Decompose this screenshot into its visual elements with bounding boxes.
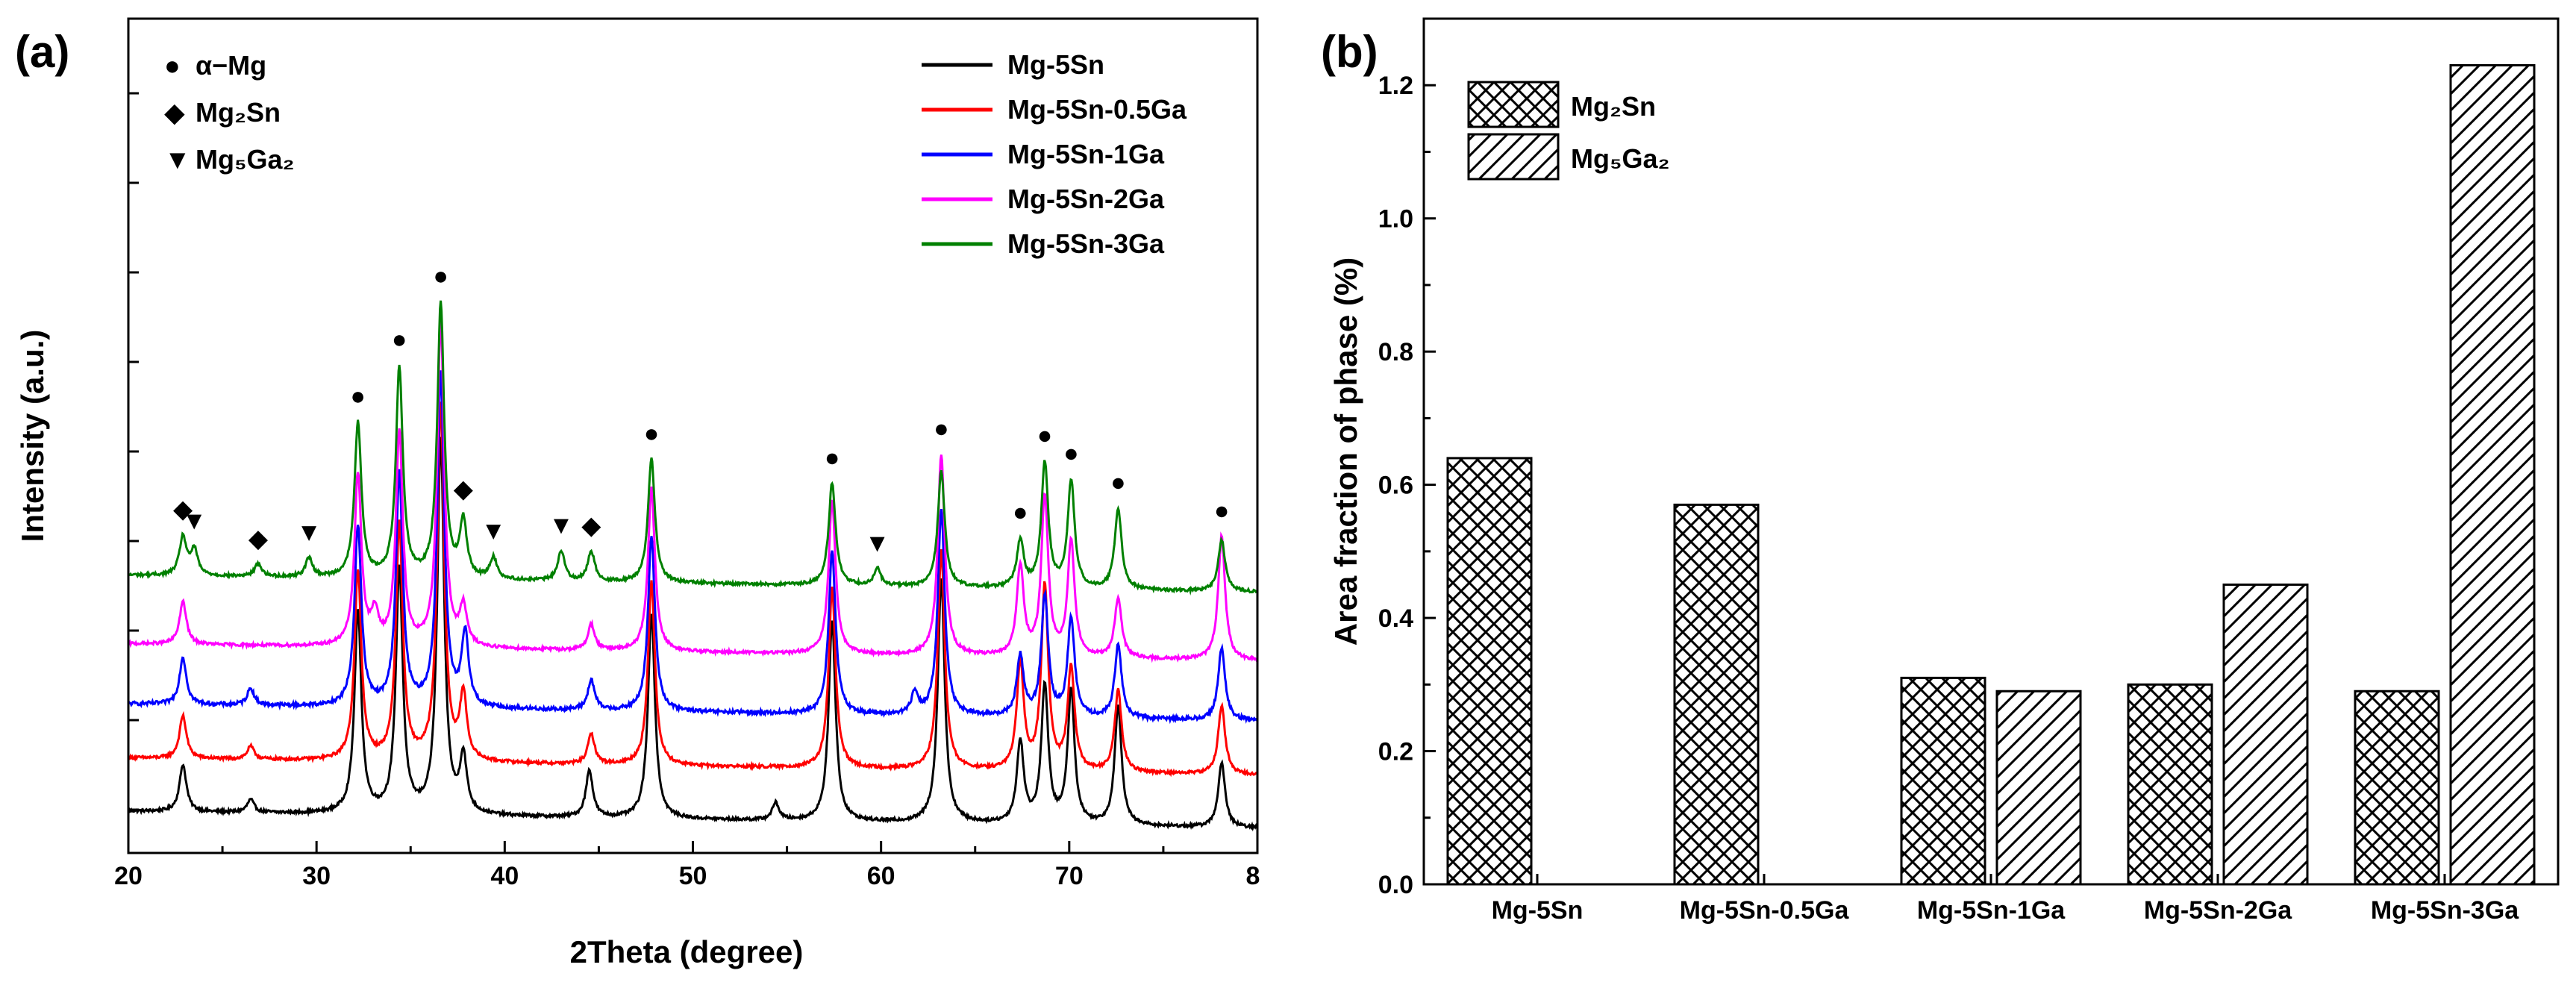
x-tick-label: 40 xyxy=(490,862,519,890)
series-legend: Mg-5Sn Mg-5Sn-0.5Ga Mg-5Sn-1Ga Mg-5Sn-2G… xyxy=(922,49,1187,259)
phase-legend-symbol-2: ▼ xyxy=(164,144,191,175)
peak-marker: ● xyxy=(934,415,949,443)
xrd-series-0 xyxy=(127,437,1259,832)
x-tick-label: 60 xyxy=(867,862,895,890)
panel-a: (a) 20 30 40 50 60 70 8 ●●●●●●●●●●●◆▼◆ ▼◆▼ ▼ ◆▼ ●… xyxy=(15,17,1260,969)
series-legend-label-2: Mg-5Sn-1Ga xyxy=(1007,139,1165,169)
peak-marker: ▼ xyxy=(548,511,574,540)
peak-marker: ▼ xyxy=(865,529,890,557)
bar-group xyxy=(1446,63,2536,886)
peak-marker: ● xyxy=(1063,440,1079,468)
series-legend-label-3: Mg-5Sn-2Ga xyxy=(1007,184,1165,214)
xrd-series-4 xyxy=(127,300,1259,596)
panel-b-category-labels: Mg-5Sn Mg-5Sn-0.5Ga Mg-5Sn-1Ga Mg-5Sn-2Ga Mg… xyxy=(1492,874,2519,925)
peak-marker: ◆ xyxy=(454,475,474,504)
bar-legend-swatch-0 xyxy=(1467,81,1560,128)
bar-mg2sn-0 xyxy=(1446,457,1533,886)
bar-mg2sn-3 xyxy=(2127,683,2213,886)
xrd-series-group xyxy=(127,300,1259,832)
peak-marker: ● xyxy=(350,382,366,410)
phase-legend-symbol-0: ● xyxy=(164,50,181,81)
y-tick-label: 1.2 xyxy=(1378,72,1413,100)
panel-a-x-ticks: 20 30 40 50 60 70 8 xyxy=(114,841,1260,890)
x-tick-label: 8 xyxy=(1246,862,1260,890)
category-label-2: Mg-5Sn-1Ga xyxy=(1917,896,2066,925)
bar-mg2sn-2 xyxy=(1900,676,1986,886)
panel-a-y-ticks xyxy=(128,92,139,811)
peak-marker: ◆ xyxy=(581,512,601,540)
xrd-series-2 xyxy=(128,370,1259,725)
peak-marker: ▼ xyxy=(481,517,506,546)
bar-legend-swatch-1 xyxy=(1467,133,1560,181)
phase-legend-symbol-1: ◆ xyxy=(164,97,185,128)
peak-marker: ▼ xyxy=(296,518,322,546)
x-tick-label: 30 xyxy=(302,862,331,890)
x-tick-label: 70 xyxy=(1055,862,1084,890)
panel-a-x-axis-title: 2Theta (degree) xyxy=(570,934,804,969)
bar-mg2sn-4 xyxy=(2354,690,2440,886)
peak-marker: ◆ xyxy=(248,525,269,553)
panel-a-y-axis-title: Intensity (a.u.) xyxy=(15,330,50,543)
category-label-0: Mg-5Sn xyxy=(1492,896,1584,925)
xrd-series-3 xyxy=(127,317,1259,663)
series-legend-label-0: Mg-5Sn xyxy=(1007,49,1104,80)
x-tick-label: 50 xyxy=(679,862,707,890)
peak-marker: ● xyxy=(825,443,840,472)
phase-legend-label-1: Mg₂Sn xyxy=(196,97,281,128)
phase-legend: ● α−Mg ◆ Mg₂Sn ▼ Mg₅Ga₂ xyxy=(164,50,295,175)
y-tick-label: 0.2 xyxy=(1378,738,1413,766)
peak-marker: ● xyxy=(1214,497,1230,525)
peak-marker: ◆ xyxy=(173,496,193,524)
phase-legend-label-0: α−Mg xyxy=(196,50,266,81)
y-tick-label: 0.4 xyxy=(1378,604,1413,633)
series-legend-label-1: Mg-5Sn-0.5Ga xyxy=(1007,94,1187,125)
xrd-series-1 xyxy=(127,401,1259,778)
category-label-1: Mg-5Sn-0.5Ga xyxy=(1680,896,1850,925)
panel-b: (b) 0.0 0.2 0.4 0.6 0.8 1.0 1.2 Mg-5Sn Mg-5Sn-0… xyxy=(1321,17,2560,925)
x-tick-label: 20 xyxy=(114,862,143,890)
bar-legend-label-0: Mg₂Sn xyxy=(1571,91,1656,122)
peak-marker: ● xyxy=(1110,469,1126,497)
y-tick-label: 1.0 xyxy=(1378,205,1413,234)
phase-legend-label-2: Mg₅Ga₂ xyxy=(196,144,295,175)
peak-marker: ● xyxy=(433,262,448,290)
peak-marker: ▼ xyxy=(181,507,207,535)
peak-markers: ●●●●●●●●●●●◆▼◆ ▼◆▼ ▼ ◆▼ xyxy=(173,262,1229,557)
bar-legend: Mg₂Sn Mg₅Ga₂ xyxy=(1467,81,1670,181)
y-tick-label: 0.8 xyxy=(1378,338,1413,366)
peak-marker: ● xyxy=(1013,498,1028,526)
panel-a-label: (a) xyxy=(15,27,69,77)
panel-b-y-ticks: 0.0 0.2 0.4 0.6 0.8 1.0 1.2 xyxy=(1378,17,1436,899)
category-label-4: Mg-5Sn-3Ga xyxy=(2371,896,2519,925)
peak-marker: ● xyxy=(392,325,407,354)
bar-mg5ga2-2 xyxy=(1995,690,2082,886)
panel-b-label: (b) xyxy=(1321,27,1378,77)
bar-legend-label-1: Mg₅Ga₂ xyxy=(1571,143,1670,174)
series-legend-label-4: Mg-5Sn-3Ga xyxy=(1007,228,1165,259)
bar-mg2sn-1 xyxy=(1673,503,1760,886)
y-tick-label: 0.0 xyxy=(1378,871,1413,899)
category-label-3: Mg-5Sn-2Ga xyxy=(2144,896,2292,925)
y-tick-label: 0.6 xyxy=(1378,472,1413,500)
peak-marker: ● xyxy=(644,419,660,448)
bar-mg5ga2-3 xyxy=(2222,583,2309,886)
bar-mg5ga2-4 xyxy=(2449,63,2536,886)
panel-b-y-axis-title: Area fraction of phase (%) xyxy=(1328,257,1363,646)
peak-marker: ● xyxy=(1037,422,1053,450)
